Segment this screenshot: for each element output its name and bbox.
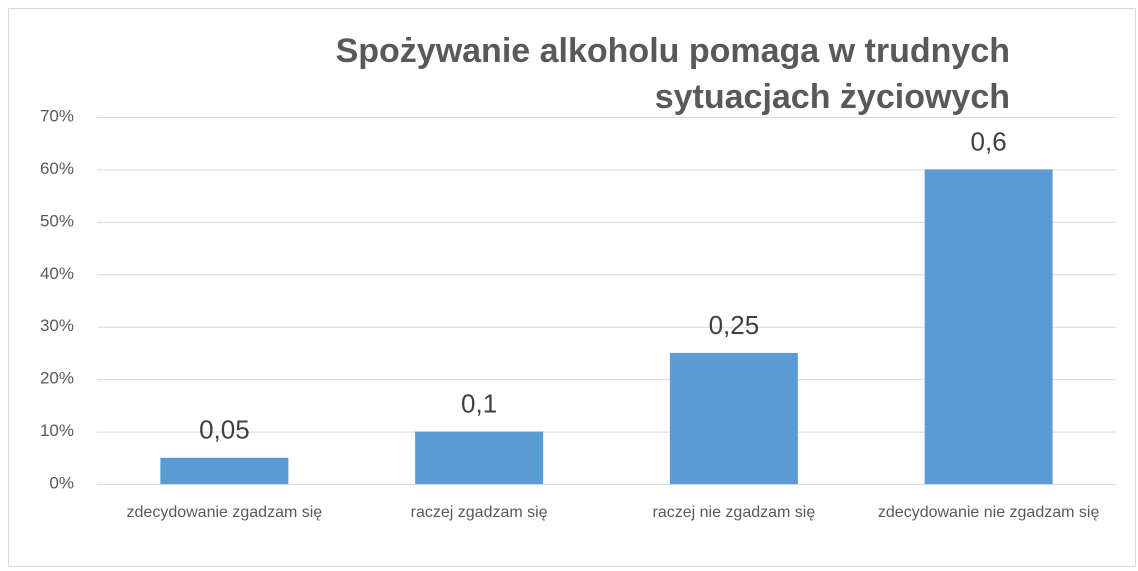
bar	[669, 352, 798, 484]
x-tick-label: zdecydowanie nie zgadzam się	[877, 504, 1100, 521]
x-tick-label: raczej zgadzam się	[410, 504, 548, 521]
y-tick-label: 70%	[40, 106, 74, 125]
y-tick-label: 20%	[40, 369, 74, 388]
x-tick-label: raczej nie zgadzam się	[652, 504, 816, 521]
y-tick-label: 10%	[40, 421, 74, 440]
y-tick-label: 30%	[40, 316, 74, 335]
chart-title: Spożywanie alkoholu pomaga w trudnych sy…	[335, 32, 1010, 116]
bar	[160, 457, 289, 484]
y-tick-label: 0%	[49, 473, 74, 492]
data-label: 0,1	[461, 388, 497, 418]
data-label: 0,05	[199, 415, 250, 445]
y-tick-label: 50%	[40, 211, 74, 230]
bar	[924, 169, 1053, 484]
y-tick-label: 40%	[40, 264, 74, 283]
data-label: 0,6	[971, 126, 1007, 156]
y-tick-label: 60%	[40, 159, 74, 178]
x-tick-label: zdecydowanie zgadzam się	[126, 504, 323, 521]
data-label: 0,25	[709, 310, 760, 340]
bar	[415, 431, 544, 484]
